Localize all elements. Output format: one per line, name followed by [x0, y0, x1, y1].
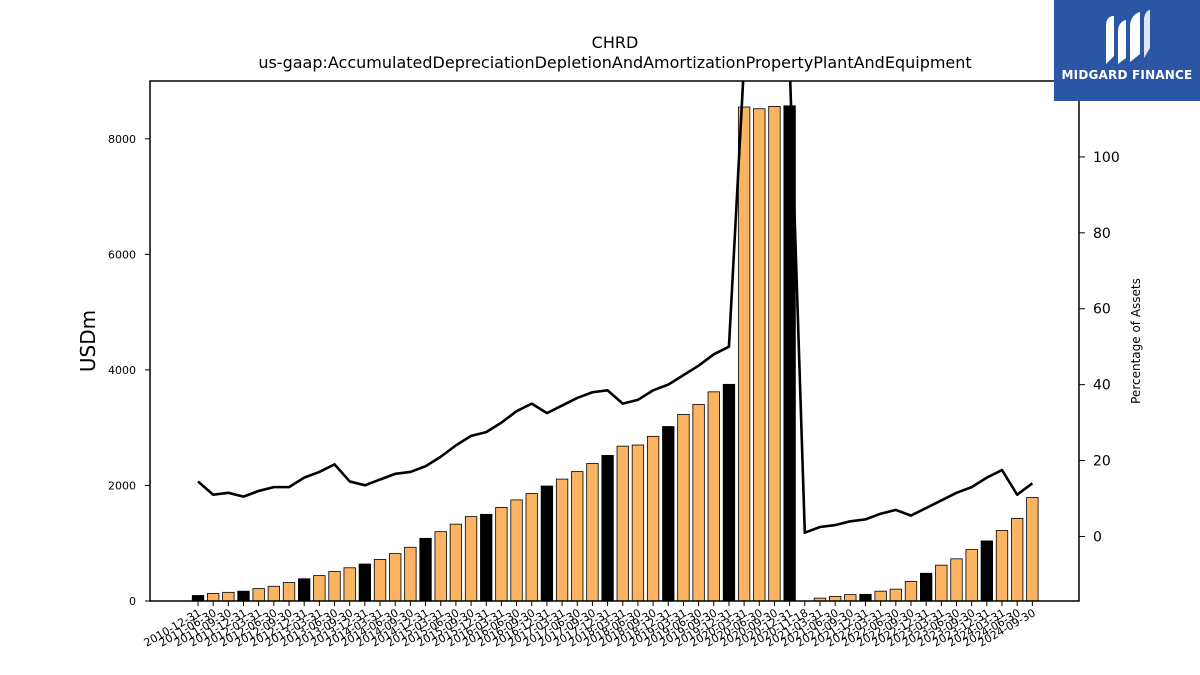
bar-2017-09-30 [586, 463, 599, 601]
bar-2021-09-30 [844, 594, 857, 601]
y2-tick-label: 40 [1093, 378, 1111, 394]
bar-2013-03-31 [313, 575, 326, 601]
bar-2015-12-31 [480, 513, 493, 601]
bars [191, 105, 1039, 601]
bar-2016-06-30 [510, 499, 523, 601]
bar-2022-12-31 [920, 572, 933, 601]
line-layer [197, 81, 1034, 534]
y-axis: 0 2000 4000 6000 8000 [108, 133, 150, 608]
bar-2012-06-30 [267, 585, 281, 601]
bar-2020-12-31 [783, 105, 796, 601]
bar-2020-03-31 [737, 106, 751, 601]
bar-2012-09-30 [282, 582, 296, 601]
bar-2019-12-31 [722, 383, 736, 601]
bar-2018-12-31 [662, 426, 675, 601]
y-tick-label: 2000 [108, 479, 136, 492]
bar-2023-09-30 [965, 549, 978, 601]
chart-title: CHRD [592, 33, 639, 52]
y2-axis: 0 20 40 60 80 100 [1079, 150, 1120, 545]
brand-name: MIDGARD FINANCE [1061, 68, 1193, 82]
bar-2011-12-31 [237, 590, 250, 601]
bar-2022-06-30 [889, 588, 902, 601]
bar-2023-06-30 [950, 558, 963, 601]
bar-2016-09-30 [525, 493, 538, 601]
bar-2015-03-31 [434, 531, 447, 601]
y2-tick-label: 20 [1093, 454, 1111, 470]
y2-tick-label: 0 [1093, 529, 1102, 545]
bar-2019-09-30 [707, 391, 720, 601]
bar-2019-06-30 [692, 404, 705, 601]
bar-2024-09-30 [1026, 497, 1039, 601]
bar-2020-09-30 [768, 106, 781, 601]
bar-2012-12-31 [298, 578, 311, 601]
y-tick-label: 0 [129, 595, 136, 608]
bar-2018-03-31 [616, 445, 629, 601]
bar-2015-06-30 [449, 523, 463, 601]
midgard-m-logo-icon [1106, 10, 1150, 64]
chart-subtitle: us-gaap:AccumulatedDepreciationDepletion… [258, 53, 971, 72]
x-axis: 2010-12-312011-06-302011-09-302011-12-31… [142, 601, 1038, 650]
bar-2011-09-30 [222, 591, 235, 601]
y-tick-label: 6000 [108, 248, 136, 261]
bar-2024-03-31 [995, 530, 1009, 601]
bar-2014-06-30 [389, 553, 402, 601]
bar-2014-03-31 [373, 559, 387, 601]
bar-2013-12-31 [358, 563, 372, 601]
bar-2018-09-30 [646, 435, 660, 601]
bar-2014-09-30 [404, 546, 417, 601]
bar-2024-06-30 [1011, 517, 1024, 601]
bar-2011-06-30 [207, 593, 220, 601]
y2-axis-label: Percentage of Assets [1129, 278, 1143, 404]
bar-2023-03-31 [935, 564, 948, 601]
y2-tick-label: 80 [1093, 226, 1111, 242]
bar-2016-03-31 [495, 506, 508, 601]
bar-2013-09-30 [343, 567, 356, 601]
bar-2019-03-31 [677, 413, 690, 601]
bar-2013-06-30 [328, 571, 341, 601]
brand-logo: MIDGARD FINANCE [1054, 0, 1200, 101]
y-tick-label: 4000 [108, 364, 136, 377]
bar-2018-06-30 [631, 444, 645, 601]
bar-2021-06-30 [828, 595, 842, 601]
bar-2012-03-31 [252, 588, 265, 601]
y2-tick-label: 60 [1093, 302, 1111, 318]
bar-2023-12-31 [980, 540, 993, 601]
y-tick-label: 8000 [108, 133, 136, 146]
bar-2022-03-31 [874, 590, 887, 601]
bar-2010-12-31 [191, 595, 205, 601]
y-axis-label: USDm [76, 310, 100, 372]
bar-2020-06-30 [753, 108, 766, 601]
bar-2022-09-30 [904, 580, 918, 601]
y2-tick-label: 100 [1093, 150, 1120, 166]
pct-assets-line [197, 81, 1034, 534]
bar-2014-12-31 [419, 537, 432, 601]
bar-2017-12-31 [601, 454, 614, 601]
plot-frame [149, 80, 1080, 602]
bar-2021-12-31 [859, 593, 872, 601]
bar-2017-06-30 [571, 471, 584, 601]
bar-2016-12-31 [540, 485, 554, 601]
bar-2017-03-31 [555, 478, 569, 601]
bar-2015-09-30 [464, 516, 478, 601]
